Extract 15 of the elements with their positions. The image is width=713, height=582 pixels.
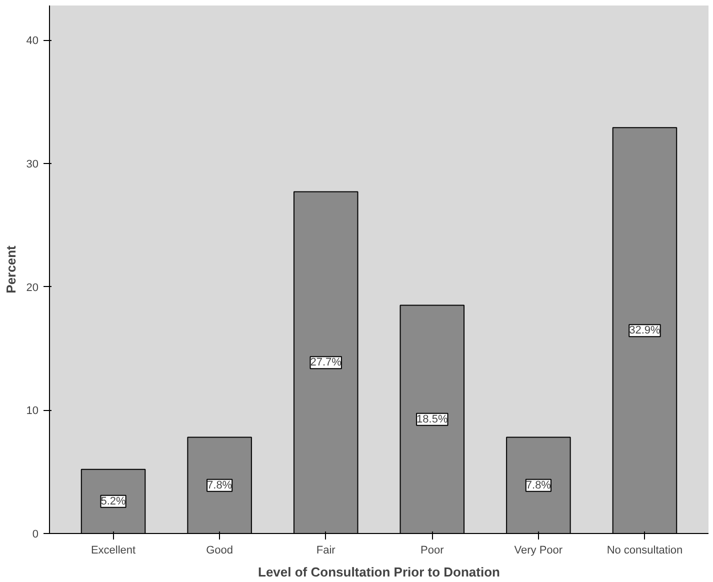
- data-label: 7.8%: [526, 479, 552, 492]
- y-tick-label: 0: [32, 528, 39, 540]
- x-tick-label: Good: [206, 544, 234, 556]
- data-label: 32.9%: [629, 324, 661, 337]
- y-tick-label: 30: [26, 158, 39, 170]
- x-tick-label: No consultation: [606, 544, 683, 556]
- x-axis-title: Level of Consultation Prior to Donation: [258, 564, 500, 580]
- x-tick-label: Very Poor: [514, 544, 563, 556]
- y-tick-label: 40: [26, 35, 39, 48]
- y-tick-label: 10: [26, 405, 39, 418]
- y-axis-title: Percent: [3, 244, 18, 294]
- x-tick-label: Excellent: [90, 544, 136, 556]
- x-tick-label: Fair: [316, 544, 336, 556]
- x-tick-label: Poor: [420, 544, 444, 556]
- y-tick-label: 20: [26, 282, 39, 294]
